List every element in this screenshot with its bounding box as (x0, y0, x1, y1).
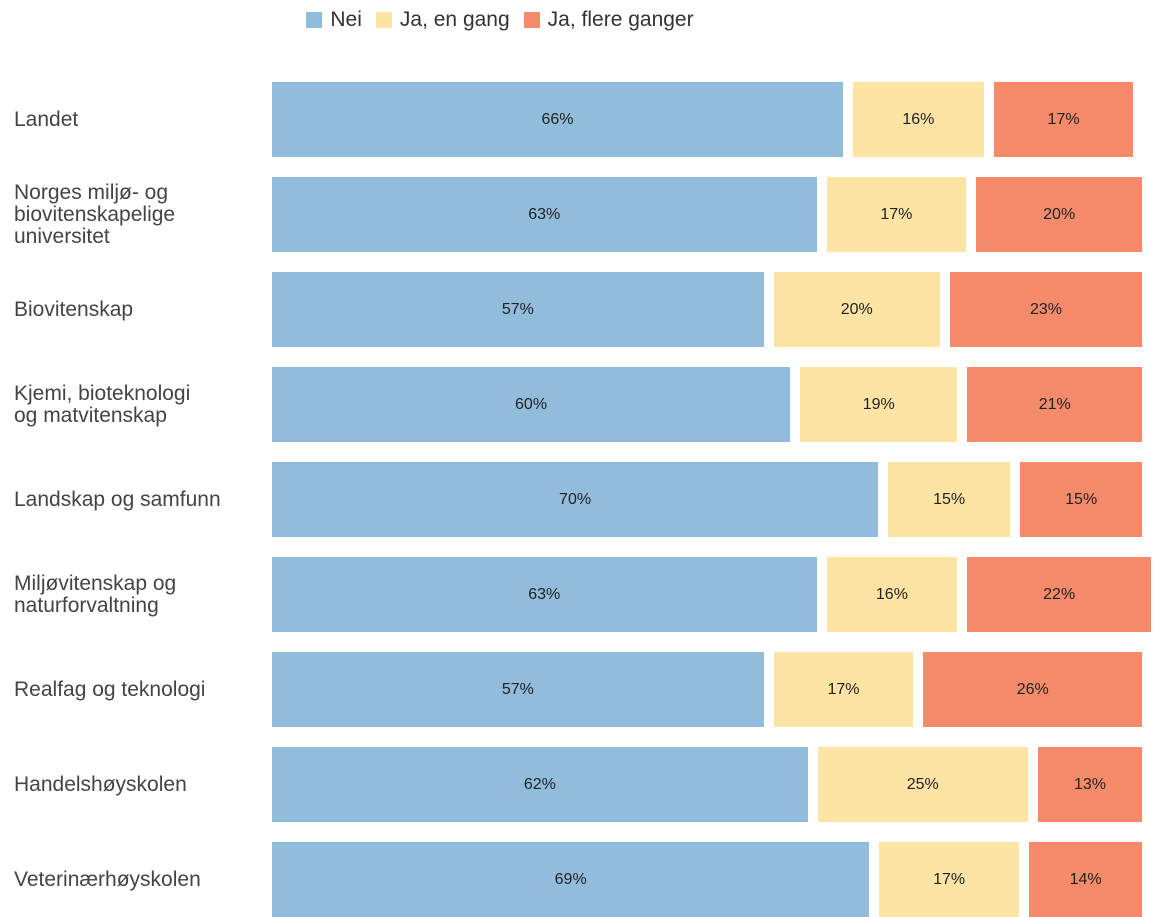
bar-segment: 69% (272, 842, 870, 917)
data-label: 70% (559, 490, 592, 508)
bar-segment: 66% (272, 82, 843, 157)
bar-segment: 13% (1037, 747, 1143, 822)
bar-segment: 70% (272, 462, 879, 537)
legend-item: Nei (306, 8, 362, 32)
bar-segment: 62% (272, 747, 808, 822)
bar-segment: 60% (272, 367, 791, 442)
bar-segment: 57% (272, 652, 764, 727)
category-label: Biovitenskap (14, 297, 134, 321)
bar-segment: 23% (949, 272, 1143, 347)
category-label: Norges miljø- og biovitenskapelige unive… (14, 180, 176, 248)
category-label: Veterinærhøyskolen (14, 867, 201, 891)
data-label: 15% (933, 490, 966, 508)
data-label: 17% (1047, 110, 1080, 128)
bar-segment: 19% (800, 367, 958, 442)
data-label: 17% (880, 205, 913, 223)
data-label: 21% (1038, 395, 1071, 413)
bar-segment: 25% (817, 747, 1028, 822)
data-label: 14% (1069, 870, 1102, 888)
data-label: 17% (933, 870, 966, 888)
bar-segment: 63% (272, 557, 817, 632)
data-label: 63% (528, 585, 561, 603)
data-label: 22% (1043, 585, 1076, 603)
bar-segment: 14% (1028, 842, 1143, 917)
legend-item: Ja, flere ganger (523, 8, 694, 32)
category-label: Landskap og samfunn (14, 487, 221, 511)
data-label: 63% (528, 205, 561, 223)
bar-segment: 16% (852, 82, 984, 157)
category-label: Handelshøyskolen (14, 772, 187, 796)
data-label: 57% (501, 300, 534, 318)
bar-segment: 17% (879, 842, 1019, 917)
data-label: 20% (840, 300, 873, 318)
bar-segment: 17% (993, 82, 1134, 157)
data-label: 26% (1016, 680, 1049, 698)
data-label: 57% (501, 680, 534, 698)
data-label: 20% (1043, 205, 1076, 223)
data-label: 13% (1073, 775, 1106, 793)
data-label: 15% (1065, 490, 1098, 508)
category-label: Miljøvitenskap og naturforvaltning (14, 571, 177, 617)
bar-segment: 15% (1020, 462, 1143, 537)
data-label: 69% (554, 870, 587, 888)
bar-segment: 21% (967, 367, 1143, 442)
bar-segment: 20% (976, 177, 1143, 252)
bar-segment: 15% (888, 462, 1011, 537)
category-label: Realfag og teknologi (14, 677, 206, 701)
bar-segment: 57% (272, 272, 764, 347)
legend-swatch (523, 12, 540, 28)
legend-label: Ja, flere ganger (547, 8, 694, 31)
data-label: 66% (541, 110, 574, 128)
data-label: 25% (906, 775, 939, 793)
legend-swatch (375, 12, 392, 28)
legend-label: Nei (330, 8, 362, 31)
category-label: Landet (14, 107, 79, 131)
data-label: 16% (902, 110, 935, 128)
bar-segment: 22% (967, 557, 1151, 632)
data-label: 16% (875, 585, 908, 603)
category-label: Kjemi, bioteknologi og matvitenskap (14, 381, 191, 427)
legend: Nei Ja, en gang Ja, flere ganger (0, 8, 1000, 32)
bar-segment: 17% (773, 652, 914, 727)
legend-swatch (306, 12, 323, 28)
bar-segment: 63% (272, 177, 817, 252)
data-label: 17% (827, 680, 860, 698)
legend-item: Ja, en gang (375, 8, 510, 32)
data-label: 19% (862, 395, 895, 413)
bar-segment: 20% (773, 272, 940, 347)
data-label: 62% (523, 775, 556, 793)
bar-segment: 16% (826, 557, 958, 632)
bar-segment: 17% (826, 177, 967, 252)
legend-label: Ja, en gang (399, 8, 510, 31)
bar-segment: 26% (923, 652, 1143, 727)
data-label: 23% (1029, 300, 1062, 318)
data-label: 60% (515, 395, 548, 413)
